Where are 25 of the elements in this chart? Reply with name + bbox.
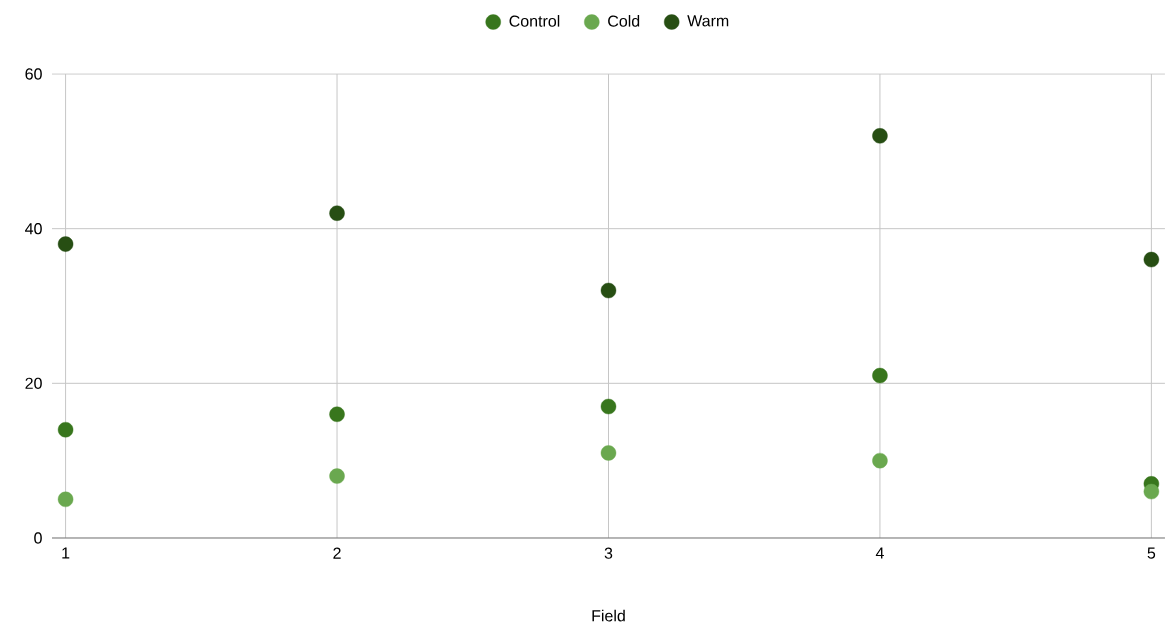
legend-label: Control bbox=[509, 15, 560, 27]
x-tick-label: 5 bbox=[1147, 547, 1156, 559]
legend-label: Cold bbox=[608, 15, 640, 27]
x-axis-title: Field bbox=[592, 609, 625, 622]
y-tick-label: 0 bbox=[34, 532, 42, 544]
point bbox=[600, 398, 617, 415]
point bbox=[600, 282, 617, 299]
y-tick-label: 20 bbox=[25, 377, 42, 389]
point bbox=[329, 205, 345, 221]
point bbox=[872, 367, 888, 384]
point bbox=[57, 236, 74, 252]
y-tick-label: 60 bbox=[25, 68, 42, 80]
y-tick-label: 40 bbox=[25, 223, 42, 235]
point bbox=[329, 406, 345, 422]
point bbox=[57, 422, 74, 438]
x-tick-label: 4 bbox=[875, 547, 884, 559]
point bbox=[329, 468, 345, 484]
point bbox=[600, 445, 617, 461]
x-tick-label: 1 bbox=[62, 547, 70, 559]
x-tick-label: 3 bbox=[604, 547, 613, 559]
point bbox=[872, 128, 888, 144]
x-tick-label: 2 bbox=[333, 547, 341, 559]
point bbox=[872, 452, 888, 469]
point bbox=[57, 491, 74, 508]
legend-label: Warm bbox=[687, 15, 729, 27]
